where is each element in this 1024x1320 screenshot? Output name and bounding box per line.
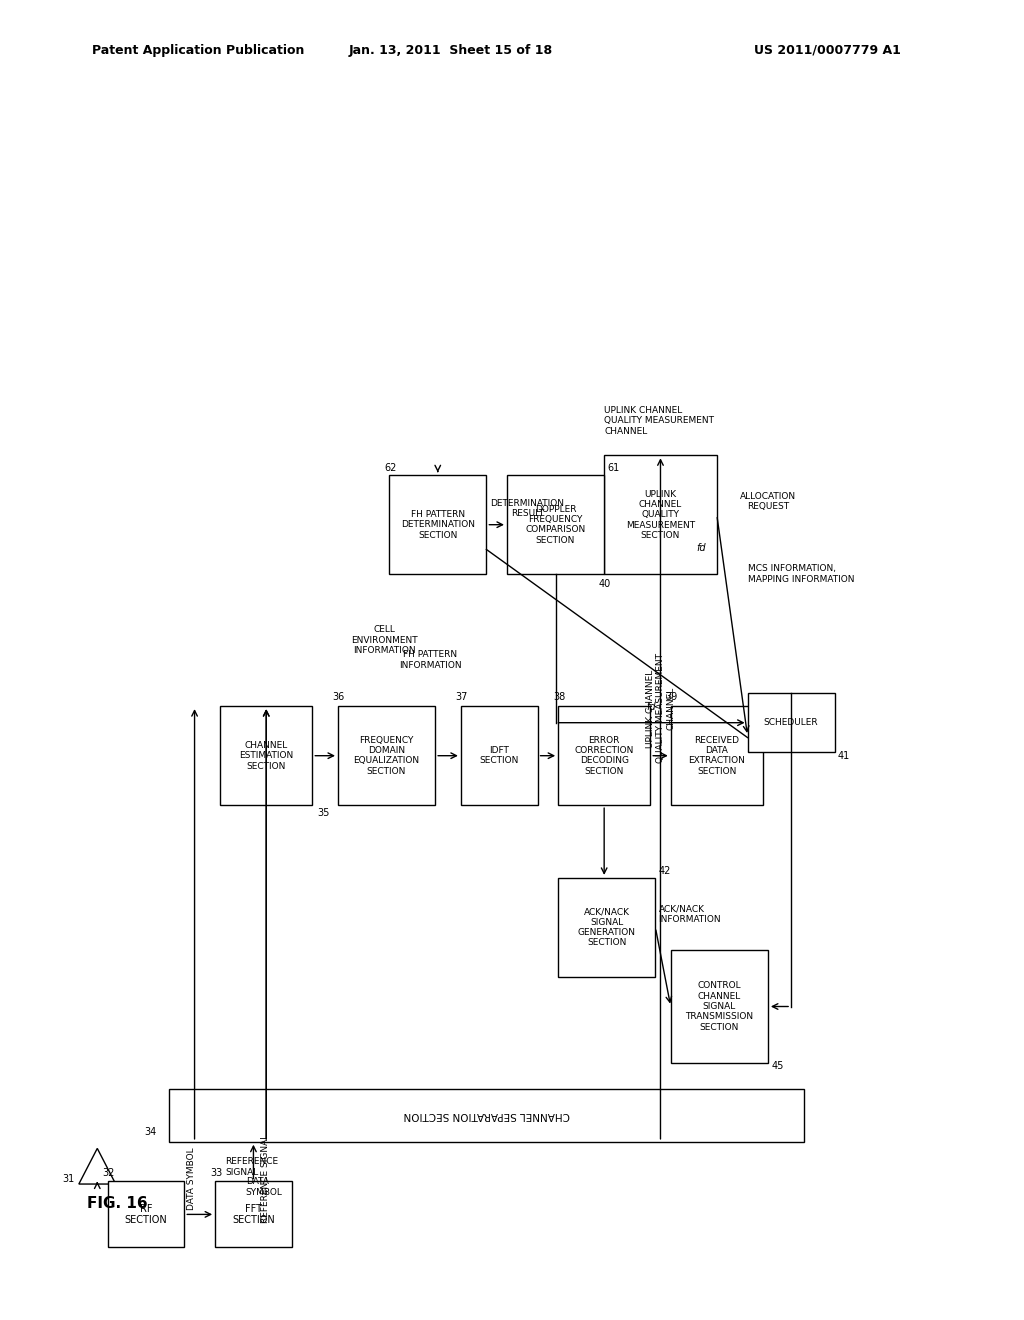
Text: fd: fd (647, 701, 656, 711)
Text: 39: 39 (666, 692, 678, 702)
FancyBboxPatch shape (558, 706, 650, 805)
FancyBboxPatch shape (507, 475, 604, 574)
Text: Patent Application Publication: Patent Application Publication (92, 44, 304, 57)
Text: Jan. 13, 2011  Sheet 15 of 18: Jan. 13, 2011 Sheet 15 of 18 (348, 44, 553, 57)
Text: FIG. 16: FIG. 16 (87, 1196, 147, 1212)
Text: 35: 35 (317, 808, 330, 818)
FancyBboxPatch shape (748, 693, 835, 752)
Text: REFERENCE
SIGNAL: REFERENCE SIGNAL (225, 1158, 279, 1177)
Text: 32: 32 (102, 1168, 115, 1179)
Text: 42: 42 (658, 866, 671, 876)
Text: 40: 40 (599, 579, 611, 590)
Text: FH PATTERN
INFORMATION: FH PATTERN INFORMATION (398, 651, 462, 669)
FancyBboxPatch shape (461, 706, 538, 805)
FancyBboxPatch shape (338, 706, 435, 805)
Text: RECEIVED
DATA
EXTRACTION
SECTION: RECEIVED DATA EXTRACTION SECTION (688, 735, 745, 776)
Text: US 2011/0007779 A1: US 2011/0007779 A1 (755, 44, 901, 57)
FancyBboxPatch shape (169, 1089, 804, 1142)
Text: 31: 31 (62, 1173, 75, 1184)
Text: 33: 33 (210, 1168, 222, 1179)
Text: UPLINK CHANNEL
QUALITY MEASUREMENT
CHANNEL: UPLINK CHANNEL QUALITY MEASUREMENT CHANN… (604, 405, 714, 436)
Text: 37: 37 (456, 692, 468, 702)
Text: DETERMINATION
RESULT: DETERMINATION RESULT (490, 499, 564, 517)
Text: 38: 38 (553, 692, 565, 702)
Text: 36: 36 (333, 692, 345, 702)
Text: DATA
SYMBOL: DATA SYMBOL (246, 1177, 283, 1197)
Text: 61: 61 (607, 463, 620, 474)
FancyBboxPatch shape (671, 950, 768, 1063)
Text: ALLOCATION
REQUEST: ALLOCATION REQUEST (740, 492, 796, 511)
Text: DOPPLER
FREQUENCY
COMPARISON
SECTION: DOPPLER FREQUENCY COMPARISON SECTION (525, 504, 586, 545)
Text: CONTROL
CHANNEL
SIGNAL
TRANSMISSION
SECTION: CONTROL CHANNEL SIGNAL TRANSMISSION SECT… (685, 981, 754, 1032)
FancyBboxPatch shape (604, 455, 717, 574)
Text: 62: 62 (384, 463, 396, 474)
Text: REFERENCE SIGNAL: REFERENCE SIGNAL (261, 1134, 270, 1224)
Text: CHANNEL SEPARATION SECTION: CHANNEL SEPARATION SECTION (403, 1110, 569, 1121)
Text: 45: 45 (771, 1061, 783, 1072)
Text: FREQUENCY
DOMAIN
EQUALIZATION
SECTION: FREQUENCY DOMAIN EQUALIZATION SECTION (353, 735, 420, 776)
Text: FH PATTERN
DETERMINATION
SECTION: FH PATTERN DETERMINATION SECTION (400, 510, 475, 540)
Text: UPLINK CHANNEL
QUALITY MEASUREMENT
CHANNEL: UPLINK CHANNEL QUALITY MEASUREMENT CHANN… (645, 653, 676, 763)
Text: RF
SECTION: RF SECTION (125, 1204, 167, 1225)
FancyBboxPatch shape (558, 878, 655, 977)
FancyBboxPatch shape (215, 1181, 292, 1247)
FancyBboxPatch shape (108, 1181, 184, 1247)
Text: 34: 34 (144, 1127, 157, 1138)
Text: IDFT
SECTION: IDFT SECTION (479, 746, 519, 766)
FancyBboxPatch shape (671, 706, 763, 805)
Text: UPLINK
CHANNEL
QUALITY
MEASUREMENT
SECTION: UPLINK CHANNEL QUALITY MEASUREMENT SECTI… (626, 490, 695, 540)
Text: FFT
SECTION: FFT SECTION (232, 1204, 274, 1225)
Text: 41: 41 (838, 751, 850, 762)
Text: MCS INFORMATION,
MAPPING INFORMATION: MCS INFORMATION, MAPPING INFORMATION (748, 565, 854, 583)
FancyBboxPatch shape (389, 475, 486, 574)
Text: ACK/NACK
INFORMATION: ACK/NACK INFORMATION (658, 904, 721, 924)
Text: ERROR
CORRECTION
DECODING
SECTION: ERROR CORRECTION DECODING SECTION (574, 735, 634, 776)
FancyBboxPatch shape (220, 706, 312, 805)
Text: CELL
ENVIRONMENT
INFORMATION: CELL ENVIRONMENT INFORMATION (350, 626, 418, 655)
Text: fd: fd (696, 543, 707, 553)
Text: ACK/NACK
SIGNAL
GENERATION
SECTION: ACK/NACK SIGNAL GENERATION SECTION (578, 907, 636, 948)
Text: CHANNEL
ESTIMATION
SECTION: CHANNEL ESTIMATION SECTION (240, 741, 293, 771)
Text: DATA SYMBOL: DATA SYMBOL (187, 1147, 197, 1210)
Text: SCHEDULER: SCHEDULER (764, 718, 818, 727)
